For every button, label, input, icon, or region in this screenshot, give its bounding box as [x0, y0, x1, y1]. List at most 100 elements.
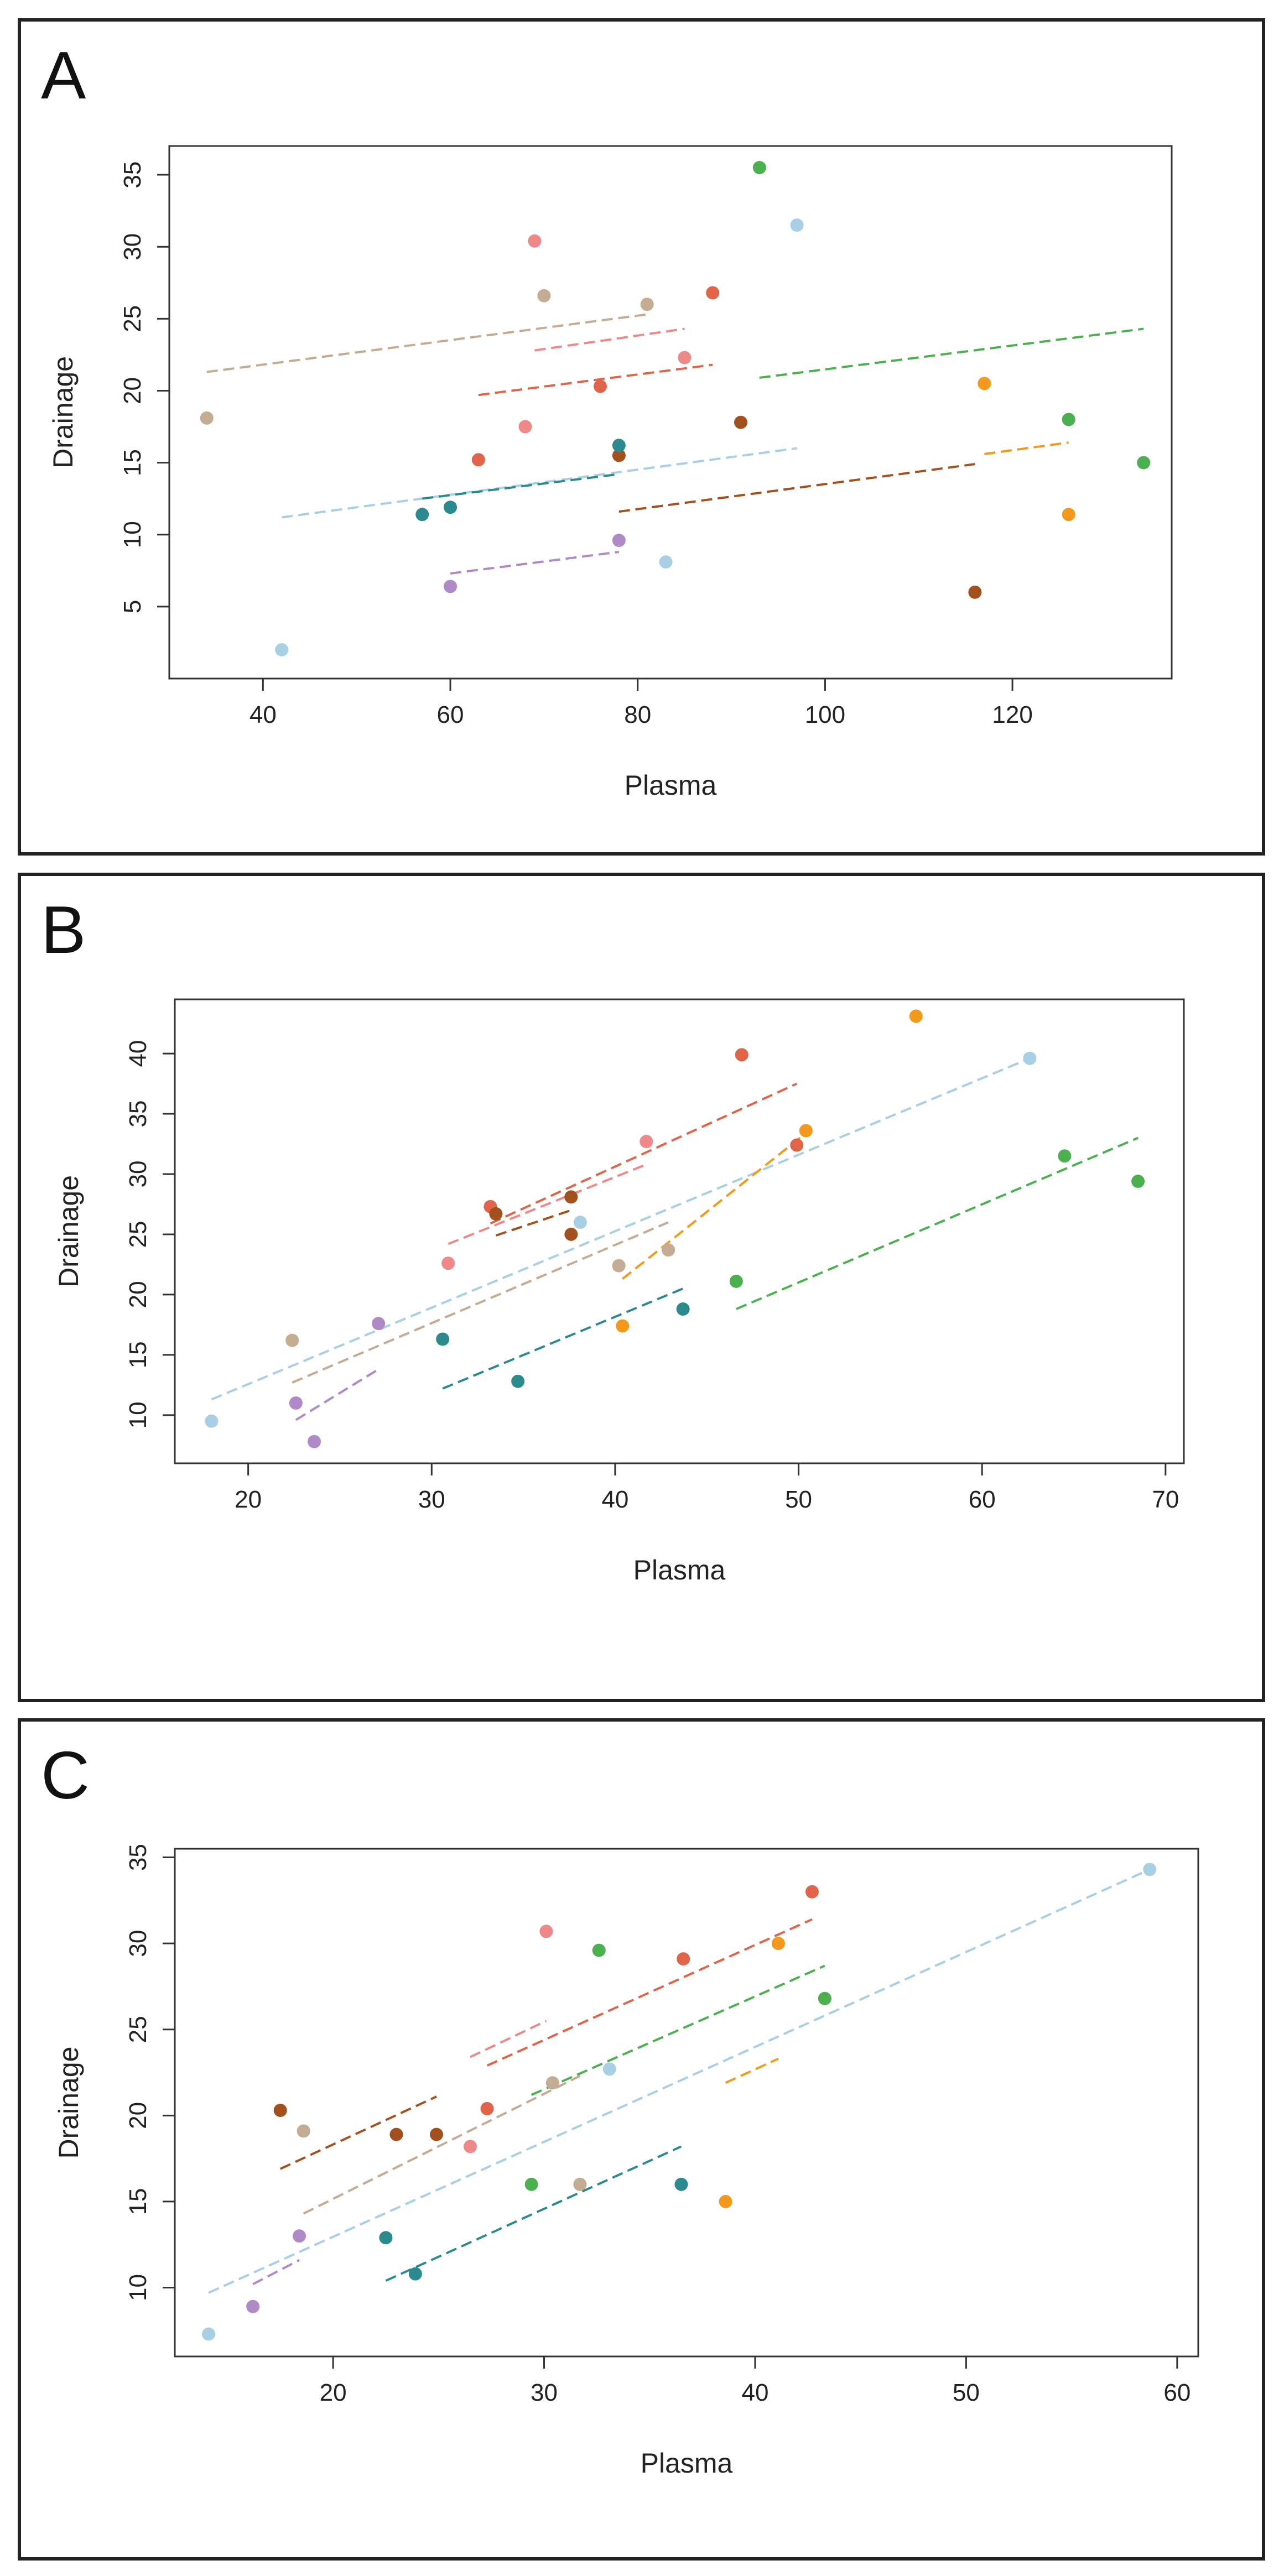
data-point: [308, 1435, 321, 1448]
data-point: [246, 2299, 260, 2313]
x-tick-label: 60: [969, 1486, 996, 1513]
data-point: [799, 1124, 813, 1138]
x-tick-label: 80: [624, 701, 651, 728]
data-point: [909, 1009, 923, 1023]
x-tick-label: 60: [437, 701, 464, 728]
y-tick-label: 25: [124, 1221, 152, 1248]
data-point: [389, 2127, 403, 2141]
y-tick-label: 15: [124, 1341, 152, 1368]
panel-label: B: [41, 892, 86, 967]
fit-line: [292, 1221, 669, 1384]
data-point: [471, 453, 485, 467]
data-point: [677, 1952, 690, 1966]
data-point: [289, 1396, 303, 1410]
panel-b: B 20 30 40 50 60 70 10 15 20 25 30 35 40 Plasma Draina…: [18, 873, 1265, 1702]
y-axis-title: Drainage: [53, 2047, 84, 2159]
data-point: [297, 2124, 310, 2138]
y-tick-label: 35: [124, 1101, 152, 1128]
data-point: [1137, 456, 1151, 470]
fit-line: [450, 550, 620, 575]
data-point: [1131, 1175, 1145, 1188]
panel-label: C: [41, 1738, 90, 1813]
data-point: [202, 2327, 216, 2341]
data-point: [978, 377, 991, 390]
data-point: [480, 2102, 494, 2115]
data-point: [444, 580, 458, 593]
scatter-chart-c: 20 30 40 50 60 10 15 20 25 30 35 Plasma Drainage: [53, 1844, 1199, 2479]
data-point: [805, 1885, 819, 1899]
fit-line: [490, 1082, 798, 1225]
x-axis-title: Plasma: [641, 2448, 733, 2479]
data-point: [790, 218, 804, 232]
data-point: [573, 2177, 587, 2191]
y-tick-label: 30: [124, 1161, 152, 1188]
data-point: [545, 2076, 559, 2090]
fit-line: [621, 1132, 807, 1280]
y-tick-label: 20: [124, 1281, 152, 1308]
plot-frame: [168, 145, 1173, 680]
x-tick-label: 50: [785, 1486, 812, 1513]
fit-line: [534, 327, 685, 352]
data-point: [1143, 1863, 1157, 1876]
plot-frame: [174, 998, 1185, 1464]
data-point: [612, 449, 626, 462]
y-tick-label: 30: [119, 233, 146, 260]
fit-line: [531, 1964, 825, 2096]
data-point: [372, 1317, 386, 1331]
data-point: [612, 439, 626, 452]
data-point: [612, 534, 626, 547]
data-point: [602, 2062, 616, 2076]
data-point: [524, 2177, 538, 2191]
data-point: [678, 351, 692, 364]
data-point: [640, 298, 654, 311]
x-tick-label: 70: [1152, 1486, 1179, 1513]
scatter-chart-a: 40 60 80 100 120 5 10 15 20 25 30 35 Plasma Drainage: [48, 145, 1173, 801]
y-tick-label: 20: [124, 2102, 152, 2129]
scatter-chart-b: 20 30 40 50 60 70 10 15 20 25 30 35 40 Plasma Drainage: [53, 998, 1185, 1586]
data-point: [676, 1302, 690, 1316]
fit-line: [281, 447, 797, 519]
data-point: [818, 1991, 831, 2005]
x-axis-title: Plasma: [625, 770, 717, 801]
x-tick-label: 120: [992, 701, 1032, 728]
data-point: [441, 1256, 455, 1270]
data-point: [285, 1333, 299, 1347]
data-point: [734, 415, 748, 429]
y-tick-label: 20: [119, 377, 146, 404]
data-point: [429, 2127, 443, 2141]
y-tick-label: 30: [124, 1930, 152, 1957]
data-point: [564, 1227, 578, 1241]
x-tick-label: 40: [601, 1486, 628, 1513]
panel-label: A: [41, 38, 86, 113]
data-point: [662, 1243, 675, 1257]
panel-c: C 20 30 40 50 60 10 15 20 25 30 35 Plasma Drainage: [18, 1718, 1265, 2561]
x-tick-label: 20: [320, 2379, 347, 2406]
fit-line: [478, 363, 713, 397]
data-point: [564, 1190, 578, 1204]
data-point: [719, 2194, 732, 2208]
data-point: [729, 1274, 743, 1288]
y-axis-title: Drainage: [53, 1175, 84, 1287]
y-tick-label: 15: [119, 449, 146, 476]
data-point: [436, 1332, 450, 1346]
data-point: [616, 1319, 630, 1333]
data-point: [379, 2231, 393, 2245]
data-point: [444, 500, 458, 514]
data-point: [205, 1414, 219, 1428]
x-axis-title: Plasma: [633, 1555, 726, 1586]
fit-line: [206, 313, 647, 373]
fit-line: [618, 463, 975, 513]
fit-line: [303, 2074, 581, 2215]
fit-line: [725, 2057, 779, 2084]
fit-line: [759, 327, 1144, 379]
fit-line: [448, 1163, 647, 1245]
y-tick-label: 5: [119, 600, 146, 613]
data-point: [612, 1259, 626, 1273]
data-point: [790, 1138, 804, 1152]
y-tick-label: 10: [124, 1401, 152, 1428]
data-point: [573, 1216, 587, 1229]
data-point: [735, 1048, 748, 1062]
data-point: [771, 1937, 785, 1951]
x-tick-label: 100: [805, 701, 845, 728]
fit-line: [736, 1136, 1139, 1310]
